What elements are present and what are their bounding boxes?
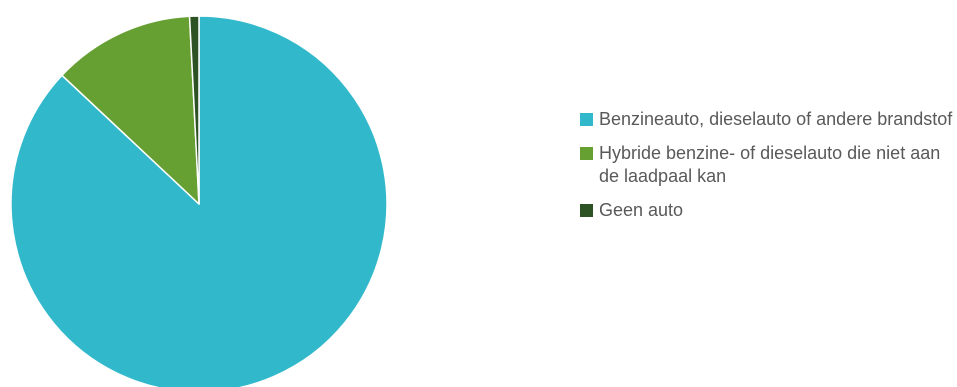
legend-item-hybrid: Hybride benzine- of dieselauto die niet … [580,142,957,188]
pie-slices [10,15,388,387]
legend-label-no-car: Geen auto [599,200,684,220]
pie-slice-hybrid [61,15,200,205]
legend-swatch-no-car [580,204,593,217]
pie-slice-no-car [188,15,200,205]
legend-label-hybrid: Hybride benzine- of dieselauto die niet … [599,143,941,186]
legend-swatch-hybrid [580,147,593,160]
legend-label-petrol-diesel: Benzineauto, dieselauto of andere brands… [599,109,953,129]
legend-item-petrol-diesel: Benzineauto, dieselauto of andere brands… [580,108,957,131]
legend: Benzineauto, dieselauto of andere brands… [580,108,957,233]
legend-swatch-petrol-diesel [580,113,593,126]
legend-item-no-car: Geen auto [580,199,957,222]
